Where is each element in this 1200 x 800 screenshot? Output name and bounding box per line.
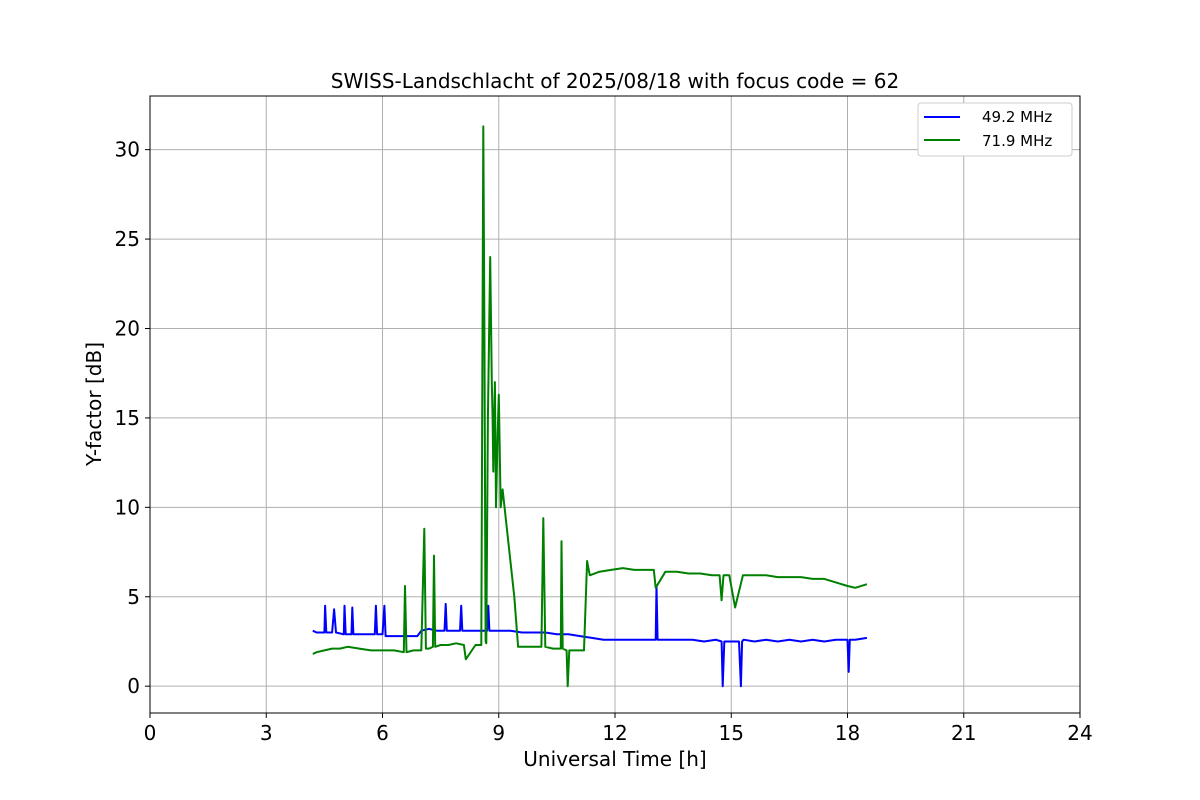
y-tick-label: 5 xyxy=(127,585,140,609)
y-tick-label: 10 xyxy=(115,495,140,519)
x-tick-label: 3 xyxy=(260,721,273,745)
grid xyxy=(149,96,1081,713)
legend: 49.2 MHz 71.9 MHz xyxy=(917,102,1073,157)
series-line-green xyxy=(312,125,868,688)
x-tick-label: 21 xyxy=(951,721,976,745)
y-tick-label: 15 xyxy=(115,406,140,430)
x-tick-label: 12 xyxy=(602,721,627,745)
legend-label-series-1: 71.9 MHz xyxy=(982,132,1052,150)
y-tick-label: 0 xyxy=(127,674,140,698)
y-tick-label: 20 xyxy=(115,316,140,340)
x-tick-label: 9 xyxy=(492,721,505,745)
plot-series xyxy=(312,125,868,688)
y-ticks: 0 5 10 15 20 25 30 xyxy=(115,138,150,698)
chart-title: SWISS-Landschlacht of 2025/08/18 with fo… xyxy=(331,69,899,93)
x-tick-label: 0 xyxy=(144,721,157,745)
y-axis-label: Y-factor [dB] xyxy=(82,342,106,467)
y-tick-label: 25 xyxy=(115,227,140,251)
series-line-blue xyxy=(312,585,868,688)
x-axis-label: Universal Time [h] xyxy=(523,747,706,771)
x-tick-label: 24 xyxy=(1067,721,1092,745)
x-tick-label: 15 xyxy=(719,721,744,745)
y-tick-label: 30 xyxy=(115,138,140,162)
x-tick-label: 6 xyxy=(376,721,389,745)
legend-label-series-0: 49.2 MHz xyxy=(982,108,1052,126)
x-ticks: 0 3 6 9 12 15 18 21 24 xyxy=(144,713,1093,745)
x-tick-label: 18 xyxy=(835,721,860,745)
